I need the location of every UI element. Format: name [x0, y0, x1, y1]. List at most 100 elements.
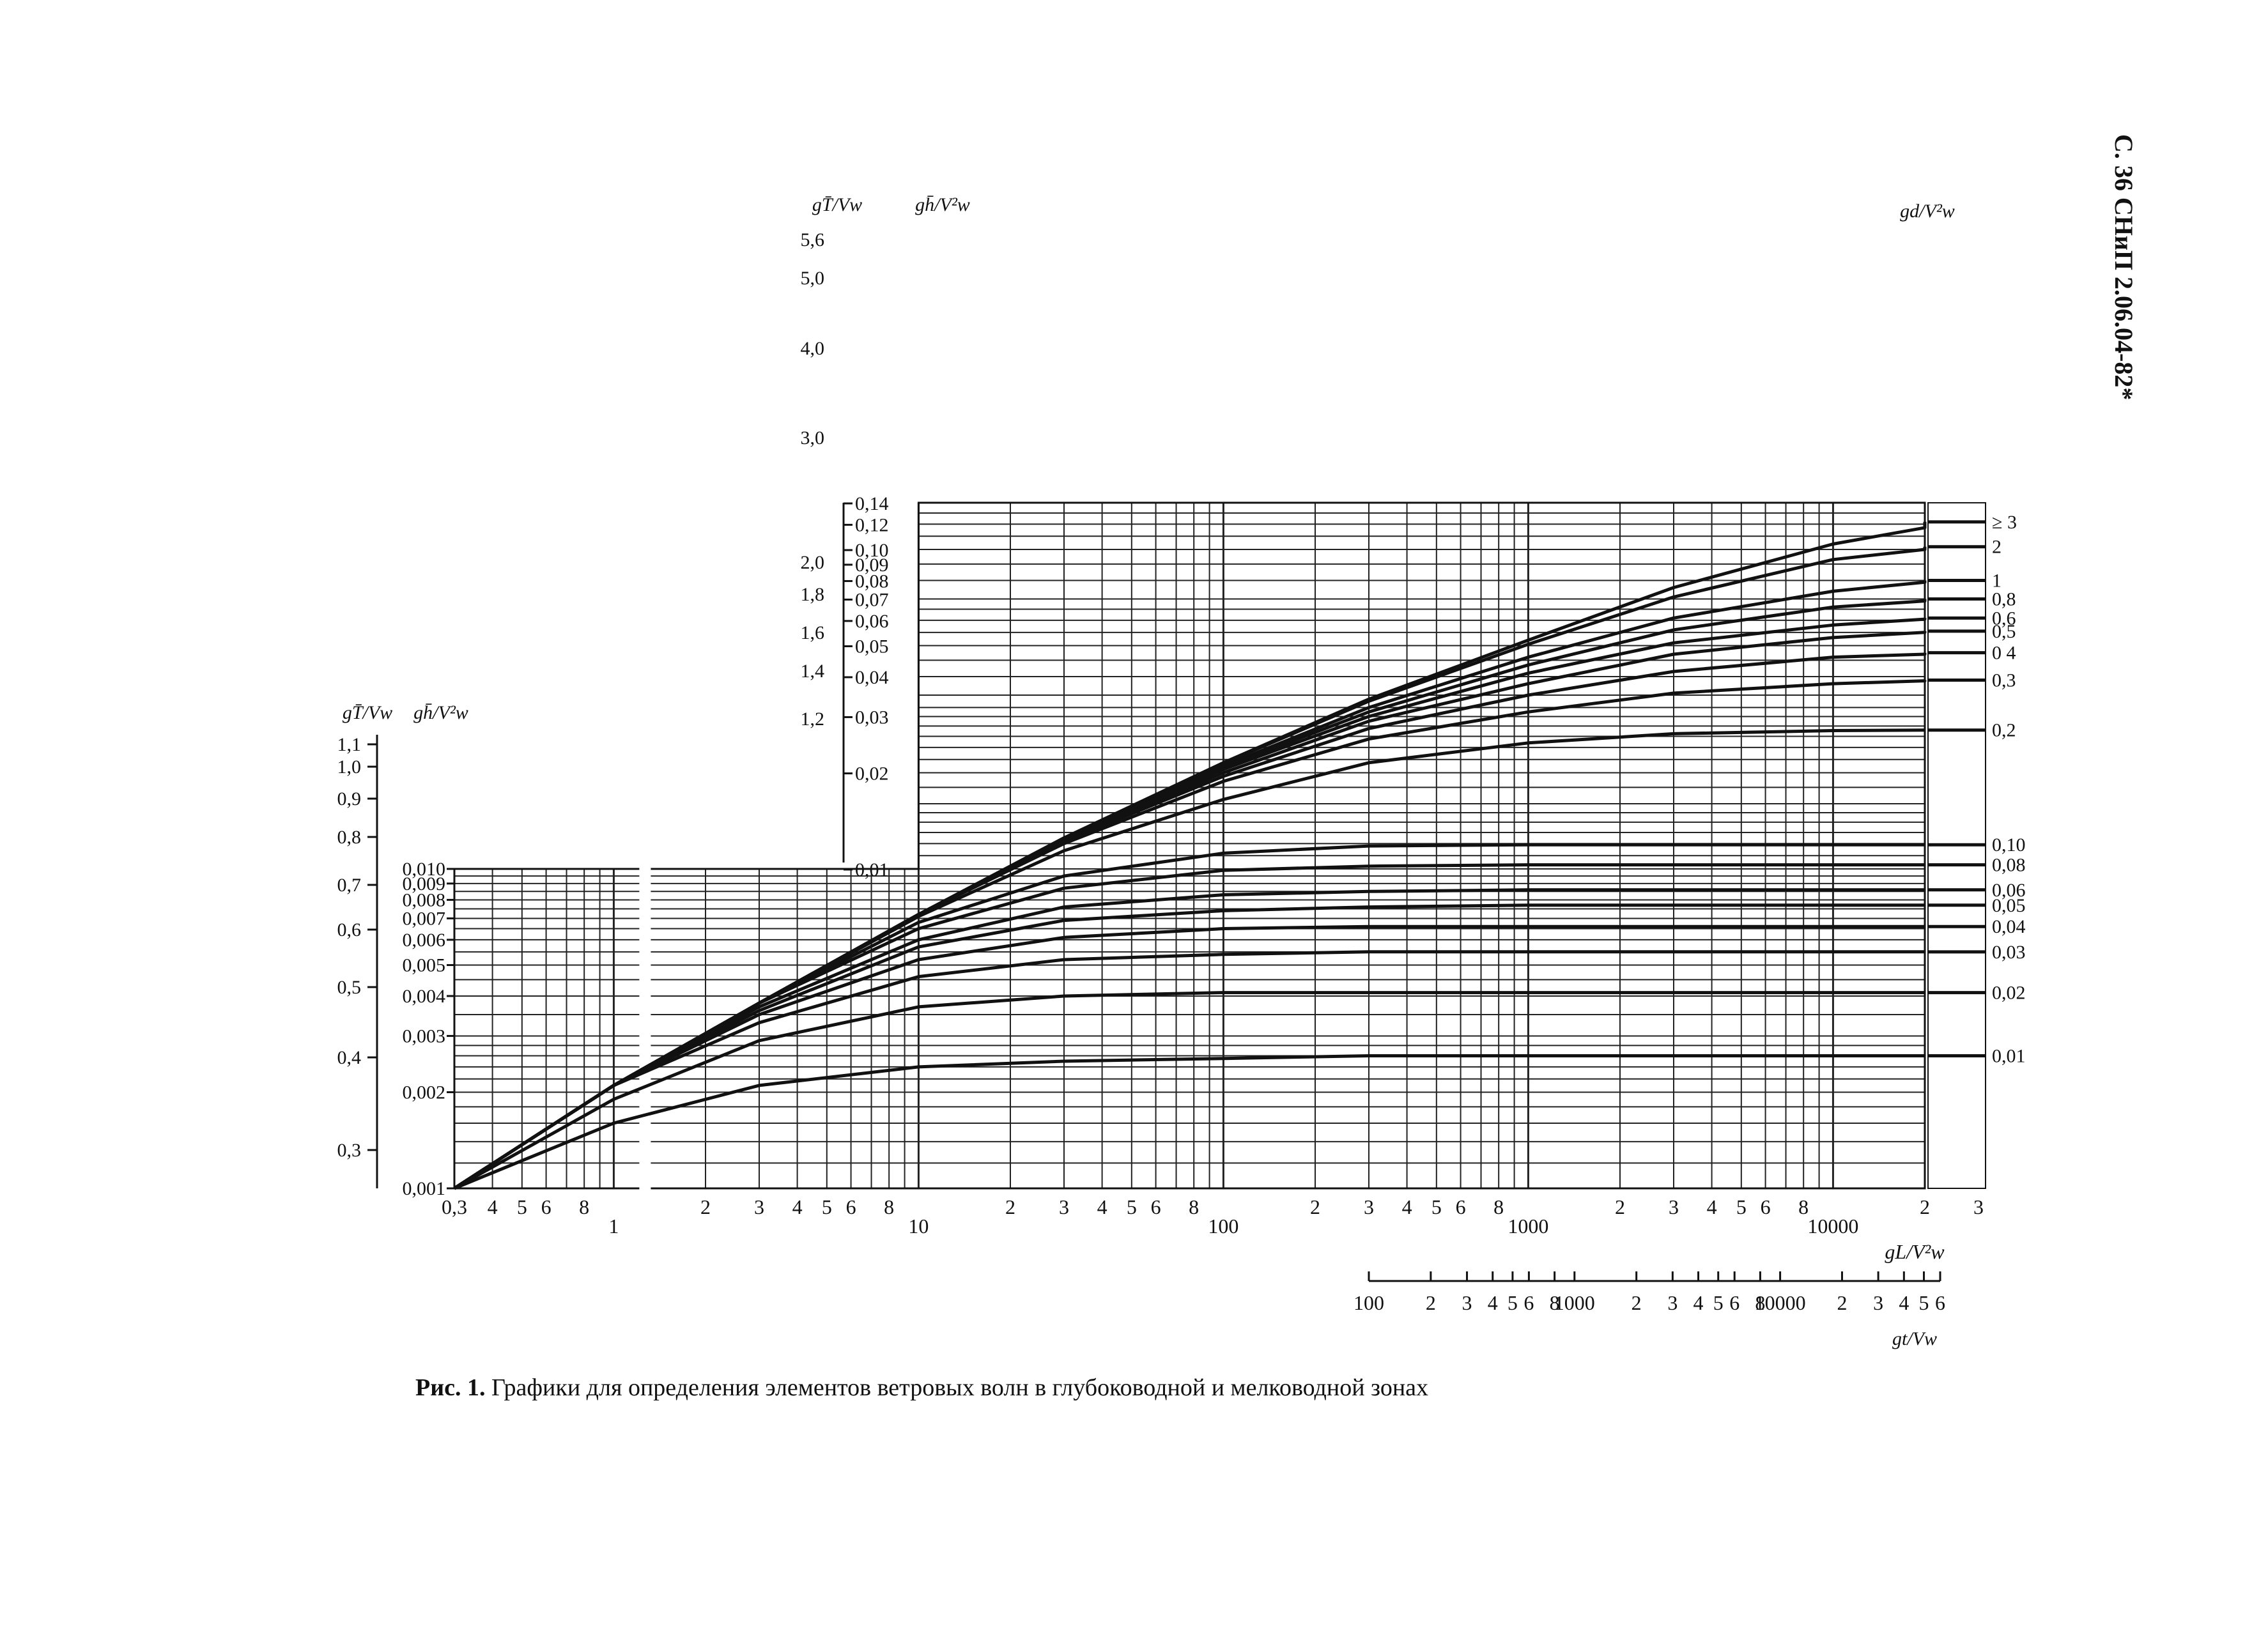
period-axis-title-lower: gT̄/Vw [343, 702, 392, 723]
height-tick-label: 0,009 [403, 873, 446, 894]
x2-tick-label: 100 [1354, 1291, 1384, 1314]
period-tick-label: 0,7 [337, 875, 362, 896]
series-line-11 [453, 888, 1925, 1190]
height-tick-label: 0,001 [403, 1178, 446, 1199]
series-line-15 [453, 991, 1925, 1190]
x2-tick-label: 2 [1632, 1291, 1642, 1314]
depth-label-14: 0,03 [1992, 942, 2026, 963]
upper-height-tick-label: 0,04 [855, 667, 889, 688]
height-tick-label: 0,003 [403, 1025, 446, 1047]
height-tick-label: 0,007 [403, 908, 446, 929]
x2-tick-label: 4 [1693, 1291, 1704, 1314]
x-tick-label: 3 [1669, 1195, 1679, 1218]
upper-period-tick-label: 1,4 [801, 661, 825, 682]
x-tick-label: 5 [822, 1195, 832, 1218]
upper-height-tick-label: 0,06 [855, 611, 889, 632]
upper-period-tick-label: 1,2 [801, 709, 825, 730]
x2-tick-label: 4 [1488, 1291, 1498, 1314]
depth-label-10: 0,08 [1992, 855, 2026, 876]
x-tick-label: 4 [1402, 1195, 1412, 1218]
x2-tick-label: 2 [1426, 1291, 1436, 1314]
x2-tick-label: 5 [1713, 1291, 1724, 1314]
x-tick-label: 6 [1151, 1195, 1161, 1218]
depth-label-7: 0,3 [1992, 670, 2016, 691]
x-tick-label: 8 [1493, 1195, 1504, 1218]
chart-curves [453, 520, 1986, 1190]
figure-caption: Рис. 1. Графики для определения элементо… [415, 1374, 1428, 1402]
upper-height-tick-label: 0,14 [855, 493, 889, 514]
x-tick-label: 8 [1798, 1195, 1809, 1218]
upper-height-tick-label: 0,01 [855, 859, 889, 880]
depth-label-12: 0,05 [1992, 895, 2026, 916]
upper-height-tick-label: 0,03 [855, 707, 889, 728]
depth-label-2: 1 [1992, 570, 2002, 591]
x-tick-label: 8 [884, 1195, 894, 1218]
upper-period-tick-label: 5,0 [801, 268, 825, 289]
chart-grid [454, 502, 1926, 1189]
upper-period-tick-label: 1,6 [801, 622, 825, 643]
x2-tick-label: 1000 [1554, 1291, 1595, 1314]
series-line-14 [453, 950, 1925, 1190]
upper-height-tick-label: 0,09 [855, 555, 889, 576]
period-axis-title-upper: gT̄/Vw [812, 194, 862, 215]
series-line-3 [453, 599, 1927, 1190]
x-tick-label: 6 [846, 1195, 856, 1218]
x2-tick-label: 6 [1729, 1291, 1740, 1314]
x-tick-label: 2 [1005, 1195, 1015, 1218]
x2-tick-label: 4 [1899, 1291, 1909, 1314]
x-tick-label: 3 [1973, 1195, 1984, 1218]
x-axis-title: gL/V²w [1885, 1240, 1945, 1263]
height-axis-title-lower: gh̄/V²w [413, 702, 468, 723]
x2-tick-label: 5 [1919, 1291, 1929, 1314]
upper-period-tick-label: 5,6 [801, 229, 825, 250]
period-tick-label: 0,9 [337, 788, 362, 809]
series-line-7 [453, 679, 1927, 1190]
x2-tick-label: 2 [1837, 1291, 1847, 1314]
period-tick-label: 0,4 [337, 1047, 362, 1068]
depth-label-0: ≥ 3 [1992, 512, 2017, 533]
upper-height-tick-label: 0,07 [855, 589, 889, 610]
x-tick-label: 8 [579, 1195, 589, 1218]
period-tick-label: 0,5 [337, 977, 362, 998]
x2-tick-label: 6 [1935, 1291, 1945, 1314]
series-line-16 [454, 1054, 1925, 1190]
upper-height-tick-label: 0,10 [855, 540, 889, 561]
height-tick-label: 0,005 [403, 955, 446, 976]
x-tick-label: 4 [1097, 1195, 1107, 1218]
x-tick-label: 4 [792, 1195, 803, 1218]
period-tick-label: 1,0 [337, 756, 362, 778]
upper-height-tick-label: 0,05 [855, 636, 889, 657]
x-tick-label: 2 [700, 1195, 711, 1218]
period-tick-label: 1,1 [337, 734, 362, 755]
depth-label-15: 0,02 [1992, 983, 2026, 1004]
upper-period-tick-label: 3,0 [801, 427, 825, 449]
height-axis-title-upper: gh̄/V²w [915, 194, 970, 215]
x2-tick-label: 8 [1550, 1291, 1560, 1314]
x-tick-label: 3 [1059, 1195, 1069, 1218]
height-tick-label: 0,002 [403, 1082, 446, 1103]
upper-period-tick-label: 2,0 [801, 552, 825, 573]
x-tick-label: 4 [1707, 1195, 1717, 1218]
x-tick-label: 2 [1920, 1195, 1930, 1218]
series-line-8 [453, 728, 1925, 1190]
x2-tick-label: 3 [1873, 1291, 1883, 1314]
x2-tick-label: 3 [1462, 1291, 1472, 1314]
x2-tick-label: 5 [1508, 1291, 1518, 1314]
depth-label-3: 0,8 [1992, 588, 2016, 610]
upper-period-tick-label: 4,0 [801, 338, 825, 359]
page-header: С. 36 СНиП 2.06.04-82* [2110, 134, 2138, 401]
depth-label-4: 0,6 [1992, 608, 2016, 629]
series-line-5 [453, 631, 1927, 1190]
x-tick-label: 6 [1456, 1195, 1466, 1218]
x-tick-label: 10 [908, 1215, 929, 1238]
x2-tick-label: 8 [1755, 1291, 1765, 1314]
figure-caption-text: Графики для определения элементов ветров… [491, 1374, 1429, 1401]
x2-tick-label: 3 [1667, 1291, 1678, 1314]
x-tick-label: 8 [1189, 1195, 1199, 1218]
panel-gap [639, 866, 651, 1191]
height-tick-label: 0,010 [403, 859, 446, 880]
x-tick-label: 2 [1615, 1195, 1625, 1218]
upper-height-tick-label: 0,02 [855, 763, 889, 784]
period-tick-label: 0,8 [337, 827, 362, 848]
